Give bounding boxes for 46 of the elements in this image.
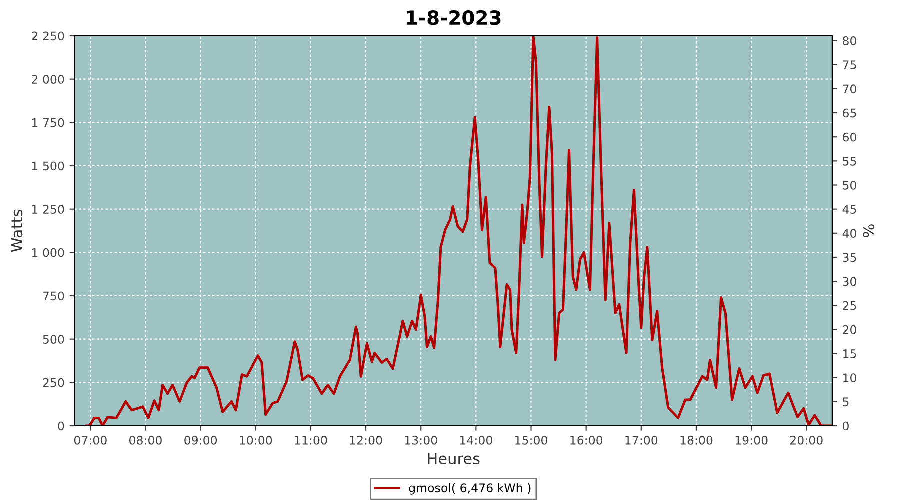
y2-tick-label: 65	[843, 108, 856, 118]
x-tick-label: 12:00	[350, 436, 382, 445]
y2-tick-label: 45	[842, 205, 856, 214]
y2-tick-label: 5	[843, 398, 849, 407]
y-tick-label: 1 500	[32, 162, 64, 171]
y-tick-label: 750	[43, 292, 64, 301]
y-tick-label: 1 750	[32, 118, 64, 128]
y-axis-title: Watts	[11, 210, 23, 252]
x-tick-label: 14:00	[460, 436, 492, 445]
y2-tick-label: 60	[843, 132, 856, 142]
x-tick-label: 09:00	[184, 436, 218, 445]
y-tick-label: 0	[58, 422, 64, 431]
chart-title: 1-8-2023	[407, 10, 501, 26]
y2-tick-label: 25	[843, 301, 856, 310]
y2-tick-label: 30	[843, 277, 856, 286]
y2-tick-label: 35	[843, 253, 856, 262]
y2-tick-label: 40	[842, 229, 856, 238]
y2-tick-label: 75	[843, 60, 856, 70]
x-tick-label: 11:00	[295, 436, 328, 445]
x-tick-label: 15:00	[516, 436, 548, 445]
x-tick-label: 18:00	[680, 436, 713, 445]
x-tick-label: 19:00	[736, 436, 768, 445]
x-tick-label: 20:00	[790, 436, 823, 445]
x-tick-label: 08:00	[130, 436, 162, 445]
y2-tick-label: 0	[843, 422, 849, 431]
y2-tick-label: 80	[843, 36, 856, 46]
legend-label: gmosol( 6,476 kWh )	[409, 483, 531, 495]
x-tick-label: 16:00	[570, 436, 603, 445]
y-tick-label: 2 250	[32, 32, 64, 41]
y-tick-label: 2 000	[32, 75, 64, 84]
y2-tick-label: 20	[843, 325, 856, 334]
x-tick-label: 10:00	[240, 436, 272, 445]
y2-tick-label: 10	[844, 374, 856, 383]
x-tick-label: 17:00	[626, 436, 658, 445]
x-tick-label: 07:00	[74, 436, 107, 445]
y-tick-label: 1 000	[32, 248, 64, 258]
y2-tick-label: 55	[843, 157, 856, 166]
x-tick-label: 13:00	[405, 436, 438, 445]
y-tick-label: 500	[43, 335, 64, 344]
y2-tick-label: 50	[843, 180, 856, 190]
y-tick-label: 250	[43, 378, 64, 388]
x-axis-title: Heures	[428, 453, 480, 465]
y2-tick-label: 15	[844, 350, 856, 358]
y2-axis-title: %	[863, 224, 875, 238]
y-tick-label: 1 250	[32, 205, 64, 214]
y2-tick-label: 70	[843, 84, 856, 94]
